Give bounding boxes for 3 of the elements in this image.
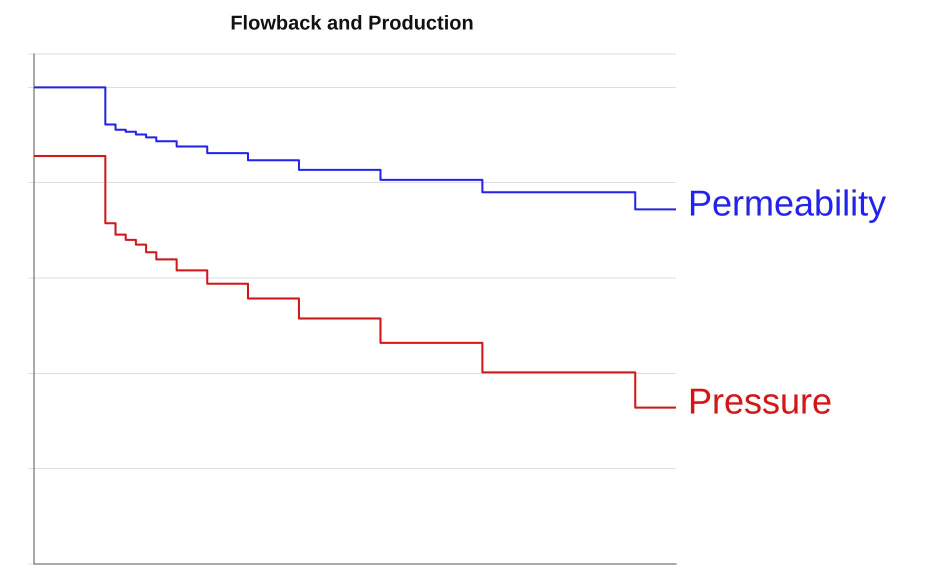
series-label: Pressure [688,380,832,422]
series-label: Permeability [688,182,886,224]
chart-title: Flowback and Production [230,12,474,35]
